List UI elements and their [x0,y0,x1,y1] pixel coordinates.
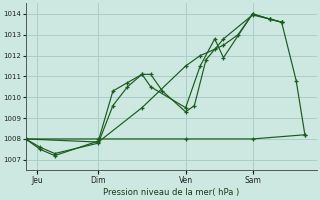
X-axis label: Pression niveau de la mer( hPa ): Pression niveau de la mer( hPa ) [103,188,239,197]
